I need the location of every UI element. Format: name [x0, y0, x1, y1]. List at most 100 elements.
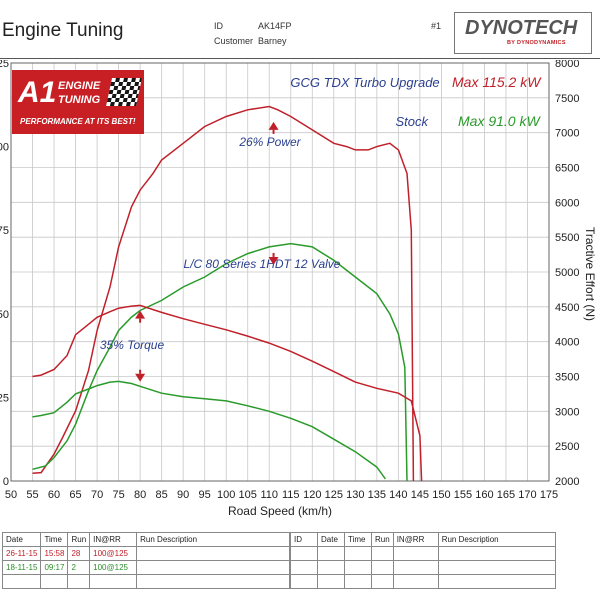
- report-header: Engine Tuning ID AK14FP Customer Barney …: [0, 0, 600, 60]
- runs-header-cell: Time: [344, 532, 372, 547]
- page-number: #1: [431, 21, 442, 31]
- runs-cell: [371, 546, 394, 561]
- dyno-chart: 50 55 60 65 70 75 80 85 90 95 100 105 110 115 120 125 13…: [0, 60, 597, 518]
- x-tick-label: 70: [91, 489, 103, 501]
- logo-sub: BY DYNODYNAMICS: [507, 40, 566, 46]
- runs-cell: 18-11-15: [1, 560, 42, 575]
- runs-cell: [371, 560, 394, 575]
- runs-header-cell: Date: [1, 532, 42, 547]
- customer-label: Customer: [214, 36, 254, 46]
- chart-title: GCG TDX Turbo Upgrade: [290, 75, 439, 90]
- runs-cell: [392, 560, 439, 575]
- y-right-tick-label: 5000: [555, 267, 579, 279]
- y-left-tick-label: 100: [0, 142, 9, 154]
- x-axis-label: Road Speed (km/h): [228, 504, 332, 518]
- runs-header-cell: Run Description: [136, 532, 291, 547]
- torque-gain-note: 35% Torque: [100, 338, 165, 352]
- series-line-3: [32, 380, 387, 480]
- customer-value: Barney: [258, 36, 287, 46]
- y-left-tick-label: 25: [0, 392, 9, 404]
- x-tick-label: 150: [432, 489, 450, 501]
- runs-cell: [89, 574, 138, 589]
- runs-row: [290, 560, 556, 575]
- runs-cell: [290, 560, 318, 575]
- runs-cell: [437, 546, 556, 561]
- y-right-tick-label: 7500: [555, 93, 579, 105]
- runs-cell: [371, 574, 394, 589]
- runs-header-cell: Date: [317, 532, 345, 547]
- runs-cell: [136, 574, 291, 589]
- runs-cell: [317, 560, 345, 575]
- y-left-tick-label: 0: [3, 476, 9, 488]
- y-right-tick-label: 6000: [555, 197, 579, 209]
- x-tick-label: 90: [177, 489, 189, 501]
- runs-table-area: Date Time Run IN@RR Run Description 26-11-15 1…: [0, 528, 600, 600]
- runs-header-row: ID Date Time Run IN@RR Run Description: [290, 532, 556, 547]
- runs-empty-row: [1, 574, 291, 589]
- x-tick-label: 60: [48, 489, 60, 501]
- engine-note: L/C 80 Series 1HDT 12 Valve: [184, 257, 341, 271]
- badge-line1: ENGINE: [58, 80, 101, 92]
- runs-header-cell: ID: [290, 532, 318, 547]
- x-tick-label: 100: [217, 489, 235, 501]
- a1-engine-tuning-logo: A1 ENGINE TUNING PERFORMANCE AT ITS BEST…: [12, 70, 144, 134]
- y-right-tick-label: 8000: [555, 60, 579, 70]
- runs-cell: [437, 560, 556, 575]
- id-label: ID: [214, 21, 223, 31]
- runs-cell: [344, 574, 372, 589]
- y-right-tick-label: 7000: [555, 128, 579, 140]
- runs-cell: [437, 574, 556, 589]
- dynotech-logo: DYNOTECH BY DYNODYNAMICS: [454, 12, 592, 54]
- x-tick-label: 95: [199, 489, 211, 501]
- torque-down-arrow-icon: [135, 373, 146, 382]
- x-tick-label: 170: [518, 489, 536, 501]
- runs-cell: 100@125: [89, 560, 138, 575]
- torque-up-arrow-icon: [135, 310, 146, 319]
- x-tick-label: 105: [239, 489, 257, 501]
- y-right-tick-label: 2000: [555, 476, 579, 488]
- runs-empty-row: [290, 574, 556, 589]
- runs-header-cell: Run Description: [437, 532, 556, 547]
- checkered-flag-icon: [106, 78, 142, 106]
- runs-cell: 26-11-15: [1, 546, 42, 561]
- power-gain-note: 26% Power: [238, 135, 301, 149]
- runs-cell: 100@125: [89, 546, 138, 561]
- stock-max-label: Max 91.0 kW: [458, 113, 541, 129]
- runs-cell: 15:58: [40, 546, 69, 561]
- runs-cell: [1, 574, 42, 589]
- x-tick-label: 120: [303, 489, 321, 501]
- runs-cell: [344, 546, 372, 561]
- x-tick-label: 125: [325, 489, 343, 501]
- x-tick-label: 160: [475, 489, 493, 501]
- runs-table-right: ID Date Time Run IN@RR Run Description: [290, 532, 556, 589]
- runs-cell: [392, 574, 439, 589]
- runs-cell: [290, 574, 318, 589]
- runs-row: 18-11-15 09:17 2 100@125: [1, 560, 291, 575]
- y-right-tick-label: 4500: [555, 302, 579, 314]
- runs-cell: [317, 546, 345, 561]
- x-tick-label: 65: [69, 489, 81, 501]
- power-down-arrow-icon: [268, 256, 279, 265]
- runs-header-cell: Time: [40, 532, 69, 547]
- runs-cell: [344, 560, 372, 575]
- y-right-tick-label: 5500: [555, 232, 579, 244]
- runs-cell: [40, 574, 69, 589]
- y-right-tick-label: 4000: [555, 337, 579, 349]
- x-tick-label: 140: [389, 489, 407, 501]
- badge-line2: TUNING: [58, 94, 101, 106]
- badge-tagline: PERFORMANCE AT ITS BEST!: [20, 117, 136, 126]
- page-title: Engine Tuning: [2, 20, 124, 41]
- y-left-tick-label: 125: [0, 60, 9, 70]
- runs-table-left: Date Time Run IN@RR Run Description 26-11-15 1…: [1, 532, 291, 589]
- runs-header-cell: Run: [371, 532, 394, 547]
- x-tick-label: 75: [112, 489, 124, 501]
- y-left-tick-label: 50: [0, 309, 9, 321]
- y-right-tick-label: 6500: [555, 163, 579, 175]
- x-tick-label: 130: [346, 489, 364, 501]
- x-tick-label: 85: [156, 489, 168, 501]
- runs-header-cell: IN@RR: [392, 532, 439, 547]
- id-value: AK14FP: [258, 21, 292, 31]
- stock-label: Stock: [395, 114, 429, 129]
- runs-cell: 09:17: [40, 560, 69, 575]
- x-tick-label: 175: [540, 489, 558, 501]
